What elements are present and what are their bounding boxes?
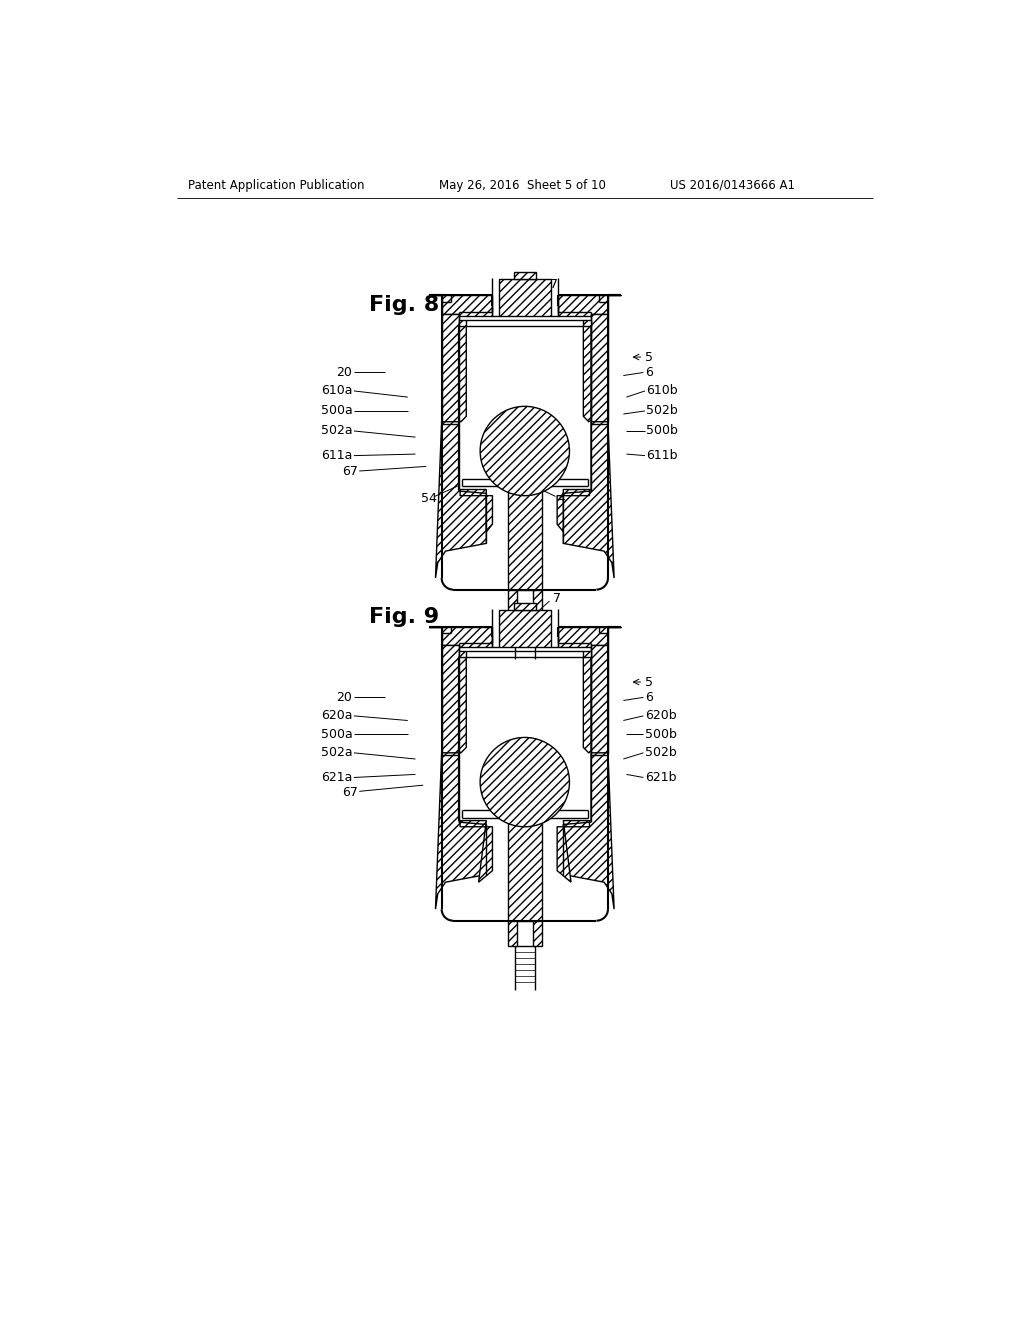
Polygon shape [532, 921, 542, 946]
Text: 611a: 611a [321, 449, 352, 462]
Polygon shape [459, 651, 466, 657]
Polygon shape [508, 492, 542, 590]
Text: Fig. 8: Fig. 8 [370, 294, 439, 314]
Polygon shape [508, 822, 542, 921]
Polygon shape [459, 657, 466, 752]
Text: 610b: 610b [646, 384, 678, 397]
Polygon shape [460, 490, 493, 532]
Text: 7: 7 [550, 279, 558, 292]
Text: 67: 67 [342, 465, 357, 478]
Polygon shape [563, 752, 614, 909]
Text: May 26, 2016  Sheet 5 of 10: May 26, 2016 Sheet 5 of 10 [438, 178, 605, 191]
Text: 500b: 500b [646, 425, 678, 437]
Text: 621b: 621b [645, 771, 677, 784]
Text: 610a: 610a [321, 384, 352, 397]
Polygon shape [435, 752, 486, 909]
Polygon shape [459, 321, 466, 326]
Text: US 2016/0143666 A1: US 2016/0143666 A1 [670, 178, 795, 191]
Polygon shape [499, 610, 551, 647]
Polygon shape [558, 296, 621, 317]
Text: 500a: 500a [321, 404, 352, 417]
Polygon shape [591, 645, 608, 752]
Polygon shape [508, 590, 517, 615]
Text: 611b: 611b [646, 449, 678, 462]
Text: 54: 54 [422, 492, 437, 506]
Text: 6: 6 [645, 366, 652, 379]
Circle shape [480, 407, 569, 495]
Text: 500a: 500a [321, 727, 352, 741]
Polygon shape [499, 280, 551, 317]
Polygon shape [441, 314, 459, 422]
Text: 6: 6 [645, 690, 652, 704]
Polygon shape [460, 821, 493, 882]
Text: 502b: 502b [646, 404, 678, 417]
Text: 5: 5 [645, 676, 653, 689]
Polygon shape [584, 651, 591, 657]
Text: 502a: 502a [321, 746, 352, 759]
Text: 620a: 620a [321, 709, 352, 722]
Polygon shape [459, 326, 466, 422]
Polygon shape [584, 326, 591, 422]
Text: 67: 67 [342, 787, 357, 800]
Text: 20: 20 [337, 366, 352, 379]
Text: 7: 7 [553, 593, 560, 606]
Text: Patent Application Publication: Patent Application Publication [188, 178, 365, 191]
Text: 620b: 620b [645, 709, 677, 722]
Text: 502b: 502b [645, 746, 677, 759]
Text: 500b: 500b [645, 727, 677, 741]
Polygon shape [584, 657, 591, 752]
Text: 20: 20 [337, 690, 352, 704]
Polygon shape [557, 821, 590, 882]
Polygon shape [441, 645, 459, 752]
Polygon shape [429, 627, 492, 647]
Circle shape [480, 738, 569, 826]
Polygon shape [557, 490, 590, 532]
Text: 4: 4 [557, 492, 565, 506]
Polygon shape [435, 422, 486, 578]
Polygon shape [591, 314, 608, 422]
Polygon shape [514, 272, 536, 280]
Text: 621a: 621a [321, 771, 352, 784]
Polygon shape [532, 590, 542, 615]
Polygon shape [558, 627, 621, 647]
Polygon shape [508, 921, 517, 946]
Text: 5: 5 [645, 351, 653, 363]
Text: 502a: 502a [321, 425, 352, 437]
Polygon shape [514, 603, 536, 610]
Polygon shape [563, 422, 614, 578]
Polygon shape [429, 296, 492, 317]
Polygon shape [584, 321, 591, 326]
Text: Fig. 9: Fig. 9 [370, 607, 439, 627]
